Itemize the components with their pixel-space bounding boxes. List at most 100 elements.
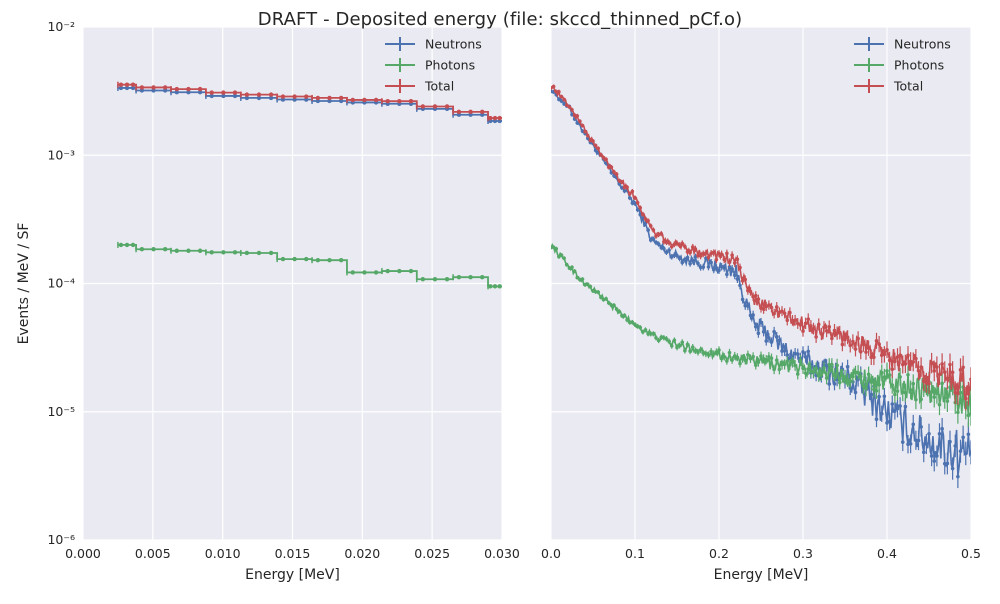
data-point xyxy=(937,402,942,407)
data-point xyxy=(651,228,656,232)
data-point xyxy=(706,265,711,269)
data-point xyxy=(722,266,727,270)
data-point xyxy=(735,257,740,262)
data-point xyxy=(468,109,473,115)
data-point xyxy=(588,284,593,289)
data-point xyxy=(958,449,963,453)
data-point xyxy=(256,95,262,101)
data-point xyxy=(654,240,658,245)
data-point xyxy=(914,438,918,443)
data-point xyxy=(669,254,674,259)
data-point xyxy=(609,165,614,169)
data-point xyxy=(861,342,866,347)
data-point xyxy=(743,358,748,363)
data-point xyxy=(614,172,619,177)
data-point xyxy=(580,123,585,128)
data-point xyxy=(748,313,753,318)
data-point xyxy=(843,375,847,379)
data-point xyxy=(186,90,191,95)
data-point xyxy=(709,349,713,354)
data-point xyxy=(492,115,498,121)
data-point xyxy=(730,358,734,362)
data-point xyxy=(900,440,905,444)
data-point xyxy=(864,386,868,391)
data-point xyxy=(562,97,566,102)
data-point xyxy=(727,260,732,265)
data-point xyxy=(397,268,402,274)
data-point xyxy=(919,425,923,429)
figure-title: DRAFT - Deposited energy (file: skccd_th… xyxy=(257,9,743,30)
data-point xyxy=(685,255,690,260)
data-point xyxy=(895,406,900,411)
data-point xyxy=(197,90,203,95)
data-point xyxy=(575,114,580,118)
data-point xyxy=(338,95,344,101)
data-point xyxy=(362,97,367,103)
data-point xyxy=(845,364,850,369)
data-point xyxy=(735,355,740,360)
data-point xyxy=(848,386,853,390)
data-point xyxy=(921,379,926,383)
data-point xyxy=(801,350,805,354)
data-point xyxy=(935,365,939,369)
data-point xyxy=(635,207,640,212)
y-tick-label: 10⁻⁵ xyxy=(47,404,75,419)
data-point xyxy=(625,185,629,190)
x-axis-label: Energy [MeV] xyxy=(714,567,809,583)
data-point xyxy=(935,391,939,396)
data-point xyxy=(554,246,559,251)
data-point xyxy=(677,256,682,261)
data-point xyxy=(845,335,850,340)
data-point xyxy=(950,466,955,471)
data-point xyxy=(738,361,742,366)
data-point xyxy=(620,313,624,318)
data-point xyxy=(648,332,653,336)
data-point xyxy=(118,85,124,91)
data-point xyxy=(675,241,679,246)
data-point xyxy=(575,275,580,280)
data-point xyxy=(232,93,238,99)
data-point xyxy=(722,257,727,262)
data-point xyxy=(468,274,473,280)
y-tick-label: 10⁻⁴ xyxy=(47,276,75,291)
data-point xyxy=(961,365,965,370)
data-point xyxy=(617,181,622,186)
data-point xyxy=(338,257,344,263)
x-tick-label: 0.010 xyxy=(205,546,241,561)
data-point xyxy=(764,339,769,343)
data-point xyxy=(756,360,761,365)
data-point xyxy=(693,348,698,353)
data-point xyxy=(945,399,950,403)
data-point xyxy=(851,374,855,379)
data-point xyxy=(785,318,790,323)
data-point xyxy=(801,366,805,371)
data-point xyxy=(683,257,687,262)
data-point xyxy=(572,269,577,273)
data-point xyxy=(919,365,923,369)
data-point xyxy=(232,250,238,255)
data-point xyxy=(554,89,559,94)
series-total xyxy=(551,84,971,411)
data-point xyxy=(385,98,390,104)
data-point xyxy=(929,454,934,458)
data-point xyxy=(803,371,808,376)
data-point xyxy=(209,93,214,99)
data-point xyxy=(725,359,729,363)
data-point xyxy=(677,343,682,348)
data-point xyxy=(806,367,811,371)
data-point xyxy=(591,139,595,143)
data-point xyxy=(937,431,942,436)
data-point xyxy=(690,345,695,349)
data-point xyxy=(675,345,679,350)
data-point xyxy=(570,107,574,112)
data-point xyxy=(840,342,845,347)
data-point xyxy=(953,444,958,448)
data-point xyxy=(874,417,879,421)
data-point xyxy=(654,335,658,340)
data-point xyxy=(738,265,742,270)
data-point xyxy=(690,245,695,249)
data-point xyxy=(824,376,829,380)
data-point xyxy=(654,234,658,238)
data-point xyxy=(890,383,895,387)
data-point xyxy=(583,129,587,134)
